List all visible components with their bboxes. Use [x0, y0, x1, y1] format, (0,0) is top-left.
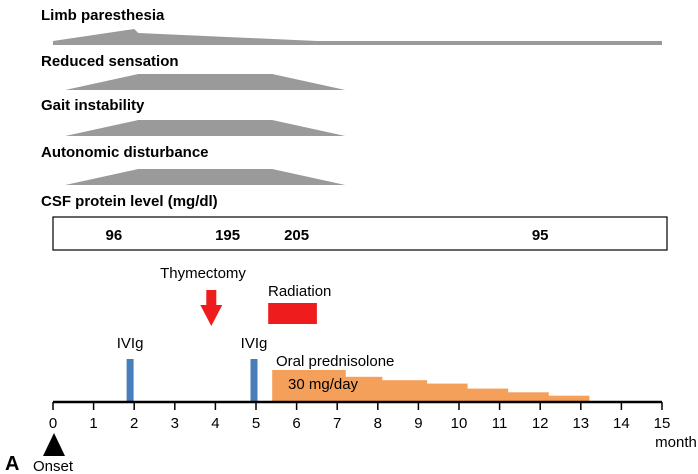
prednisolone-label: Oral prednisolone: [276, 353, 394, 370]
panel-letter: A: [5, 453, 19, 474]
axis-tick-label-2: 2: [130, 415, 138, 432]
symptom-profile-autonomic-disturbance: [65, 169, 346, 185]
axis-tick-label-13: 13: [572, 415, 589, 432]
prednisolone-step-5: [467, 388, 509, 401]
axis-tick-label-7: 7: [333, 415, 341, 432]
axis-tick-label-12: 12: [532, 415, 549, 432]
prednisolone-step-7: [548, 395, 590, 401]
csf-title: CSF protein level (mg/dl): [41, 193, 218, 210]
onset-triangle-icon: [43, 433, 65, 456]
symptom-label-gait-instability: Gait instability: [41, 97, 145, 114]
onset-label: Onset: [33, 458, 74, 474]
axis-tick-label-1: 1: [89, 415, 97, 432]
axis-tick-label-11: 11: [492, 415, 508, 432]
symptom-profile-reduced-sensation: [65, 74, 346, 90]
prednisolone-step-6: [507, 392, 549, 401]
ivig-label-1: IVIg: [117, 335, 144, 352]
axis-tick-label-4: 4: [211, 415, 219, 432]
csf-value-4: 95: [532, 227, 549, 244]
prednisolone-dose-label: 30 mg/day: [288, 376, 359, 393]
symptom-label-limb-paresthesia: Limb paresthesia: [41, 7, 165, 24]
axis-unit-label: month: [655, 434, 697, 451]
symptom-profile-gait-instability: [65, 120, 346, 136]
axis-tick-label-10: 10: [451, 415, 468, 432]
axis-tick-label-5: 5: [252, 415, 260, 432]
axis-tick-label-8: 8: [374, 415, 382, 432]
ivig-bar-2: [250, 359, 258, 401]
prednisolone-step-2: [345, 376, 383, 401]
csf-value-2: 195: [215, 227, 240, 244]
radiation-bar: [268, 303, 317, 324]
prednisolone-step-1: [272, 370, 346, 401]
axis-tick-label-9: 9: [414, 415, 422, 432]
prednisolone-steps: [272, 370, 590, 401]
symptom-label-reduced-sensation: Reduced sensation: [41, 53, 179, 70]
csf-box: [52, 216, 668, 251]
axis-tick-label-15: 15: [654, 415, 671, 432]
radiation-label: Radiation: [268, 283, 331, 300]
csf-value-3: 205: [284, 227, 309, 244]
axis-tick-label-0: 0: [49, 415, 57, 432]
thymectomy-arrow-icon: [200, 290, 223, 326]
ivig-label-2: IVIg: [241, 335, 268, 352]
symptom-profile-limb-paresthesia: [53, 29, 662, 45]
axis-ticks: 0 1 2 3 4 5 6 7 8 9 10 11 12 13 14 15: [49, 402, 671, 432]
prednisolone-step-3: [381, 380, 428, 401]
csf-value-1: 96: [106, 227, 123, 244]
axis-tick-label-14: 14: [613, 415, 630, 432]
symptom-label-autonomic-disturbance: Autonomic disturbance: [41, 144, 209, 161]
prednisolone-step-4: [426, 383, 468, 401]
axis-tick-label-3: 3: [171, 415, 179, 432]
ivig-bar-1: [126, 359, 134, 401]
axis-tick-label-6: 6: [292, 415, 300, 432]
thymectomy-label: Thymectomy: [160, 265, 246, 282]
